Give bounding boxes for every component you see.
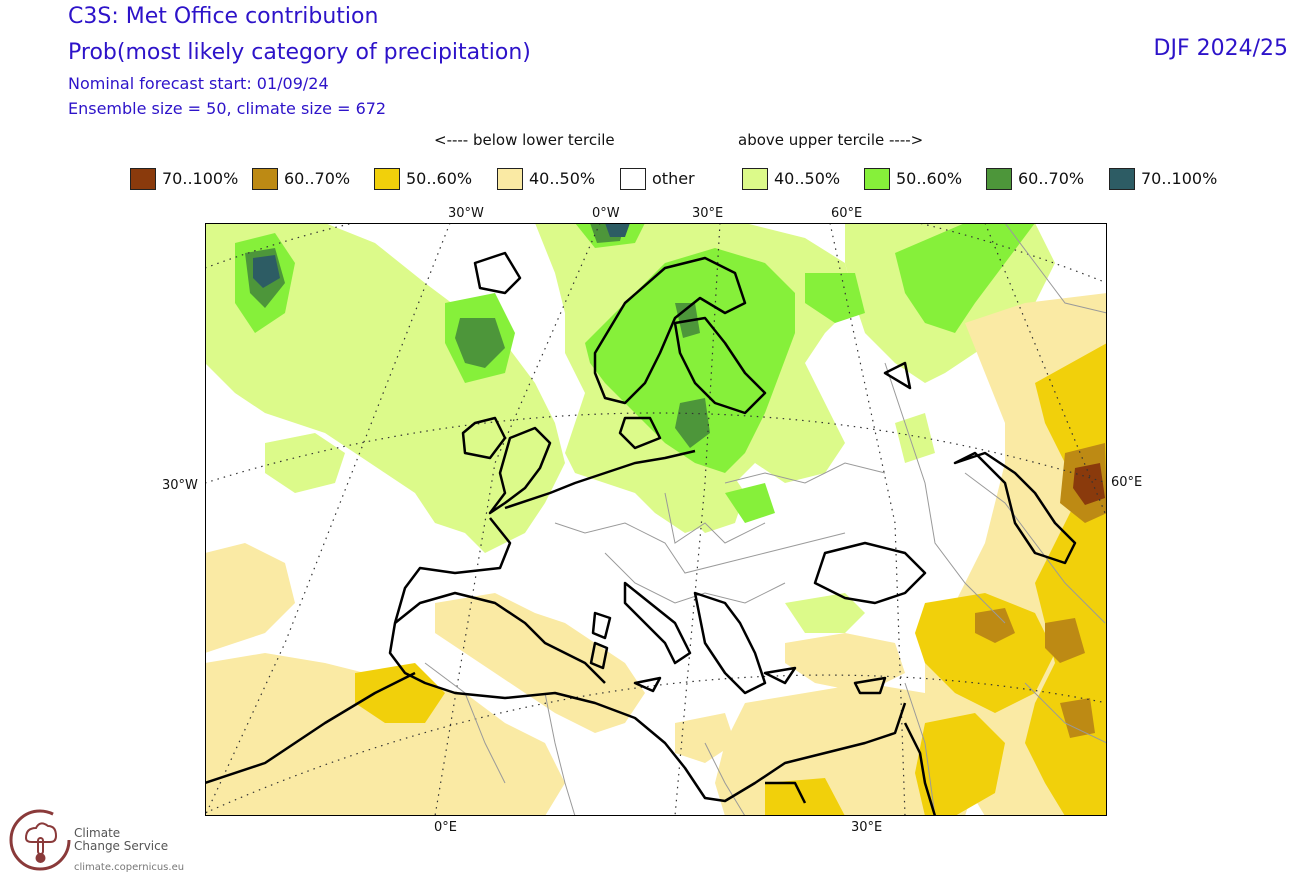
- copernicus-logo: Climate Change Service climate.copernicu…: [8, 808, 198, 878]
- thermometer-cloud-icon: [9, 809, 71, 871]
- lon-label-30w-top: 30°W: [448, 206, 484, 221]
- forecast-start-text: Nominal forecast start: 01/09/24: [68, 74, 329, 93]
- logo-line-1: Climate: [74, 826, 121, 840]
- legend-label: 50..60%: [896, 169, 963, 188]
- legend-swatch: [986, 168, 1012, 190]
- legend-label: 40..50%: [529, 169, 596, 188]
- lon-label-30e-bottom: 30°E: [851, 820, 883, 835]
- coastlines: [205, 251, 1077, 816]
- lat-label-right: 60°E: [1111, 475, 1143, 490]
- season-label: DJF 2024/25: [1153, 36, 1288, 61]
- legend-label: 60..70%: [284, 169, 351, 188]
- map-subtitle: Prob(most likely category of precipitati…: [68, 40, 531, 65]
- lon-label-0e-bottom: 0°E: [434, 820, 457, 835]
- legend-label: 60..70%: [1018, 169, 1085, 188]
- legend-swatch: [497, 168, 523, 190]
- legend-swatch: [620, 168, 646, 190]
- graticule: [205, 223, 1107, 816]
- legend-swatch: [864, 168, 890, 190]
- legend-swatch: [130, 168, 156, 190]
- logo-url: climate.copernicus.eu: [74, 862, 185, 873]
- legend-swatch: [742, 168, 768, 190]
- legend-label: 50..60%: [406, 169, 473, 188]
- below-tercile-label: <---- below lower tercile: [434, 131, 615, 149]
- legend-label: 70..100%: [162, 169, 239, 188]
- above-70-100-region: [253, 223, 630, 288]
- lon-label-0w-top: 0°W: [592, 206, 620, 221]
- legend-label: other: [652, 169, 695, 188]
- legend-swatch: [1109, 168, 1135, 190]
- logo-line-2: Change Service: [74, 839, 169, 853]
- probability-map: [205, 223, 1107, 816]
- legend-swatch: [252, 168, 278, 190]
- lon-label-30e-top: 30°E: [692, 206, 724, 221]
- legend-label: 40..50%: [774, 169, 841, 188]
- lat-label-left: 30°W: [162, 478, 198, 493]
- legend-label: 70..100%: [1141, 169, 1218, 188]
- lon-label-60e-top: 60°E: [831, 206, 863, 221]
- ensemble-size-text: Ensemble size = 50, climate size = 672: [68, 99, 387, 118]
- legend-swatch: [374, 168, 400, 190]
- above-tercile-label: above upper tercile ---->: [738, 131, 924, 149]
- country-borders: [424, 223, 1107, 816]
- map-title: C3S: Met Office contribution: [68, 4, 379, 29]
